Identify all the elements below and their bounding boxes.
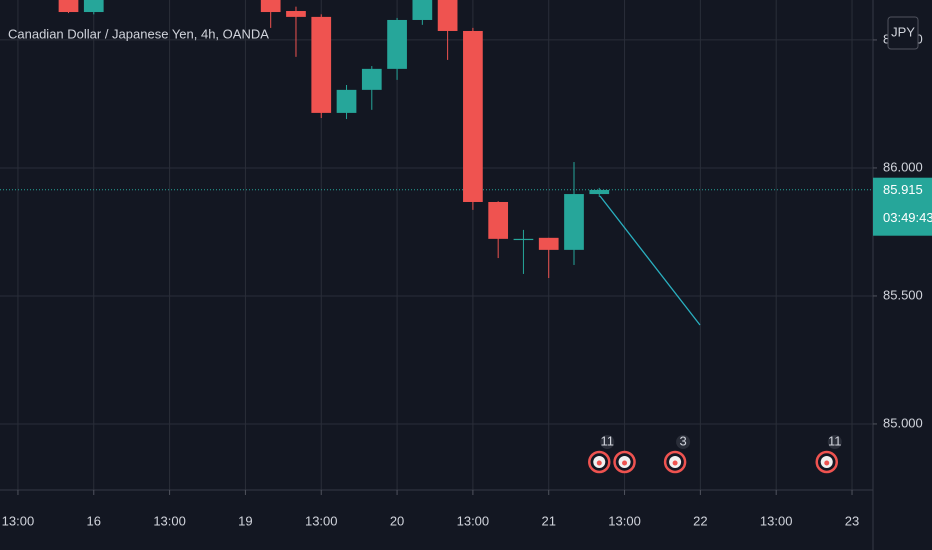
event-count: 11 <box>601 433 615 448</box>
y-tick-label: 86.000 <box>883 159 923 174</box>
candle-body <box>311 16 332 113</box>
candle-body <box>538 237 559 250</box>
chart-title: Canadian Dollar / Japanese Yen, 4h, OAND… <box>8 26 269 41</box>
candle-body <box>260 0 281 13</box>
candle-body <box>513 238 534 241</box>
event-flag-dot <box>672 460 678 466</box>
candle-body <box>488 201 509 239</box>
x-tick-label: 16 <box>87 513 101 528</box>
event-flag-dot <box>596 460 602 466</box>
currency-label: JPY <box>891 24 915 39</box>
candle-body <box>58 0 79 13</box>
last-price-box <box>873 177 932 236</box>
event-flag-dot <box>622 460 628 466</box>
countdown-label: 03:49:43 <box>883 210 932 225</box>
event-count: 11 <box>828 433 842 448</box>
trend-line[interactable] <box>599 195 701 326</box>
candles <box>58 0 610 279</box>
y-tick-label: 85.000 <box>883 415 923 430</box>
x-tick-label: 13:00 <box>2 513 35 528</box>
y-tick-label: 85.500 <box>883 287 923 302</box>
candle-body <box>286 11 306 17</box>
candle-body <box>361 68 382 90</box>
x-tick-label: 21 <box>541 513 555 528</box>
event-badge <box>600 435 615 449</box>
candle-body <box>387 19 407 69</box>
x-tick-label: 22 <box>693 513 707 528</box>
x-tick-label: 13:00 <box>457 513 490 528</box>
x-tick-label: 20 <box>390 513 404 528</box>
currency-badge[interactable] <box>887 16 919 50</box>
candle-body <box>437 0 458 31</box>
candle-body <box>463 30 483 202</box>
x-tick-label: 13:00 <box>305 513 338 528</box>
x-tick-label: 13:00 <box>760 513 793 528</box>
x-tick-label: 23 <box>845 513 859 528</box>
x-tick-label: 19 <box>238 513 252 528</box>
candle-body <box>336 89 357 113</box>
x-tick-label: 13:00 <box>153 513 186 528</box>
event-count: 3 <box>679 433 686 448</box>
event-badge <box>676 435 691 449</box>
event-badge <box>827 435 842 449</box>
candle-body <box>564 194 584 250</box>
x-tick-label: 13:00 <box>608 513 641 528</box>
event-flag-dot <box>824 460 830 466</box>
candle-body <box>83 0 104 13</box>
candle-body <box>589 189 610 195</box>
candle-body <box>412 0 433 20</box>
last-price-label: 85.915 <box>883 182 923 197</box>
